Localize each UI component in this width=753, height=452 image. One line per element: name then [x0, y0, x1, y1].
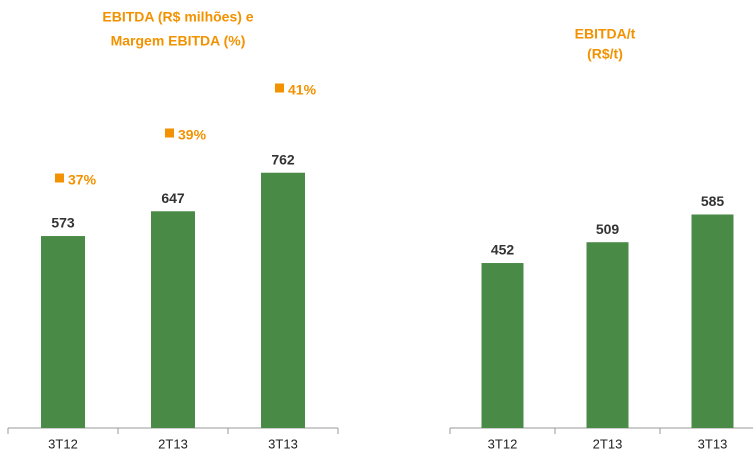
bar-label: 647 — [161, 190, 185, 206]
margin-label: 39% — [178, 127, 207, 143]
bar-label: 585 — [701, 193, 725, 209]
chart-title: (R$/t) — [587, 46, 623, 62]
bar-label: 452 — [491, 242, 515, 258]
margin-marker — [55, 173, 64, 183]
bar — [691, 214, 734, 428]
bar — [41, 236, 85, 428]
bar — [481, 263, 524, 428]
x-tick-label: 3T13 — [698, 436, 728, 451]
x-tick-label: 3T12 — [48, 436, 78, 451]
chart-title: EBITDA (R$ milhões) e — [102, 9, 253, 25]
bar-label: 573 — [51, 215, 75, 231]
bar-label: 762 — [271, 151, 295, 167]
x-tick-label: 3T13 — [268, 436, 298, 451]
bar — [586, 242, 629, 428]
bar-label: 509 — [596, 221, 620, 237]
x-tick-label: 2T13 — [158, 436, 188, 451]
bar — [261, 172, 305, 428]
margin-marker — [165, 128, 174, 138]
margin-label: 41% — [288, 82, 317, 98]
chart-title: EBITDA/t — [575, 26, 636, 42]
x-tick-label: 3T12 — [488, 436, 518, 451]
chart-title: Margem EBITDA (%) — [111, 33, 246, 49]
margin-label: 37% — [68, 172, 97, 188]
margin-marker — [275, 83, 284, 93]
bar — [151, 211, 195, 428]
x-tick-label: 2T13 — [593, 436, 623, 451]
